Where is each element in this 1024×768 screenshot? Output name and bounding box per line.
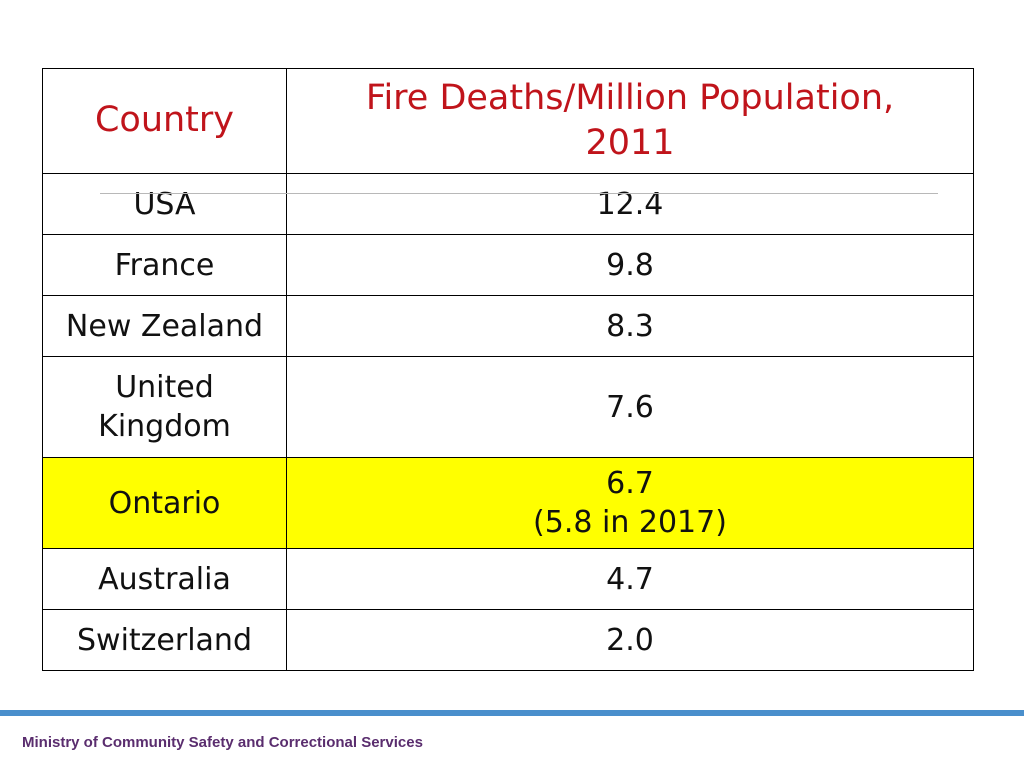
footer-organization: Ministry of Community Safety and Correct… bbox=[22, 734, 423, 751]
table-row: New Zealand 8.3 bbox=[42, 295, 974, 357]
country-line1: United bbox=[115, 370, 214, 405]
table-row: Australia 4.7 bbox=[42, 548, 974, 610]
country-cell: France bbox=[42, 234, 287, 296]
header-fire-deaths-line1: Fire Deaths/Million Population, bbox=[365, 77, 895, 118]
overlay-divider-line bbox=[100, 193, 938, 194]
table-row-highlighted: Ontario 6.7 (5.8 in 2017) bbox=[42, 457, 974, 549]
country-cell: New Zealand bbox=[42, 295, 287, 357]
value-cell: 9.8 bbox=[286, 234, 974, 296]
country-cell: United Kingdom bbox=[42, 356, 287, 458]
country-cell: USA bbox=[42, 173, 287, 235]
table-row: France 9.8 bbox=[42, 234, 974, 296]
table-row: United Kingdom 7.6 bbox=[42, 356, 974, 458]
table-header-row: Country Fire Deaths/Million Population, … bbox=[42, 68, 974, 174]
country-cell: Switzerland bbox=[42, 609, 287, 671]
header-country: Country bbox=[42, 68, 287, 174]
table-row: USA 12.4 bbox=[42, 173, 974, 235]
fire-deaths-table: Country Fire Deaths/Million Population, … bbox=[42, 68, 974, 671]
value-cell: 8.3 bbox=[286, 295, 974, 357]
value-cell: 2.0 bbox=[286, 609, 974, 671]
value-cell: 6.7 (5.8 in 2017) bbox=[286, 457, 974, 549]
country-cell: Australia bbox=[42, 548, 287, 610]
header-fire-deaths-line2: 2011 bbox=[585, 123, 675, 163]
value-line1: 6.7 bbox=[606, 466, 654, 501]
country-line2: Kingdom bbox=[98, 409, 231, 444]
value-cell: 12.4 bbox=[286, 173, 974, 235]
value-cell: 4.7 bbox=[286, 548, 974, 610]
footer-divider-bar bbox=[0, 710, 1024, 716]
country-cell: Ontario bbox=[42, 457, 287, 549]
table-row: Switzerland 2.0 bbox=[42, 609, 974, 671]
value-line2: (5.8 in 2017) bbox=[533, 505, 727, 540]
header-fire-deaths: Fire Deaths/Million Population, 2011 bbox=[286, 68, 974, 174]
value-cell: 7.6 bbox=[286, 356, 974, 458]
